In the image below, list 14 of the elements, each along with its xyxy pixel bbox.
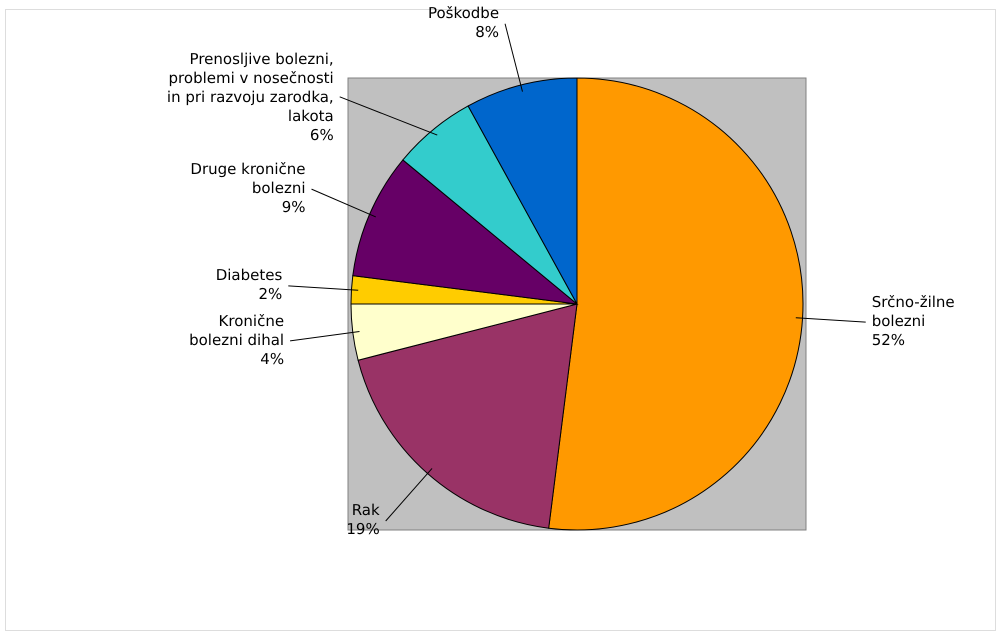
data-label: 2% bbox=[258, 284, 282, 303]
slice-label: Kronične bolezni dihal bbox=[189, 312, 284, 349]
slice-label: Prenosljive bolezni, problemi v nosečnosti in pri razvoju zarodka, lakota bbox=[166, 50, 334, 125]
data-label: 19% bbox=[346, 520, 380, 538]
data-label: 4% bbox=[260, 350, 284, 368]
slice-label: Srčno-žilne bolezni bbox=[872, 293, 955, 330]
slice-label: Diabetes bbox=[216, 266, 282, 284]
slice-label: Rak bbox=[352, 500, 380, 519]
data-label: 9% bbox=[282, 198, 306, 216]
data-label: 8% bbox=[475, 22, 500, 41]
slice-label: Druge kronične bolezni bbox=[190, 160, 306, 198]
data-label: 52% bbox=[872, 331, 906, 350]
slice-label: Poškodbe bbox=[428, 4, 500, 22]
data-label: 6% bbox=[310, 126, 334, 144]
